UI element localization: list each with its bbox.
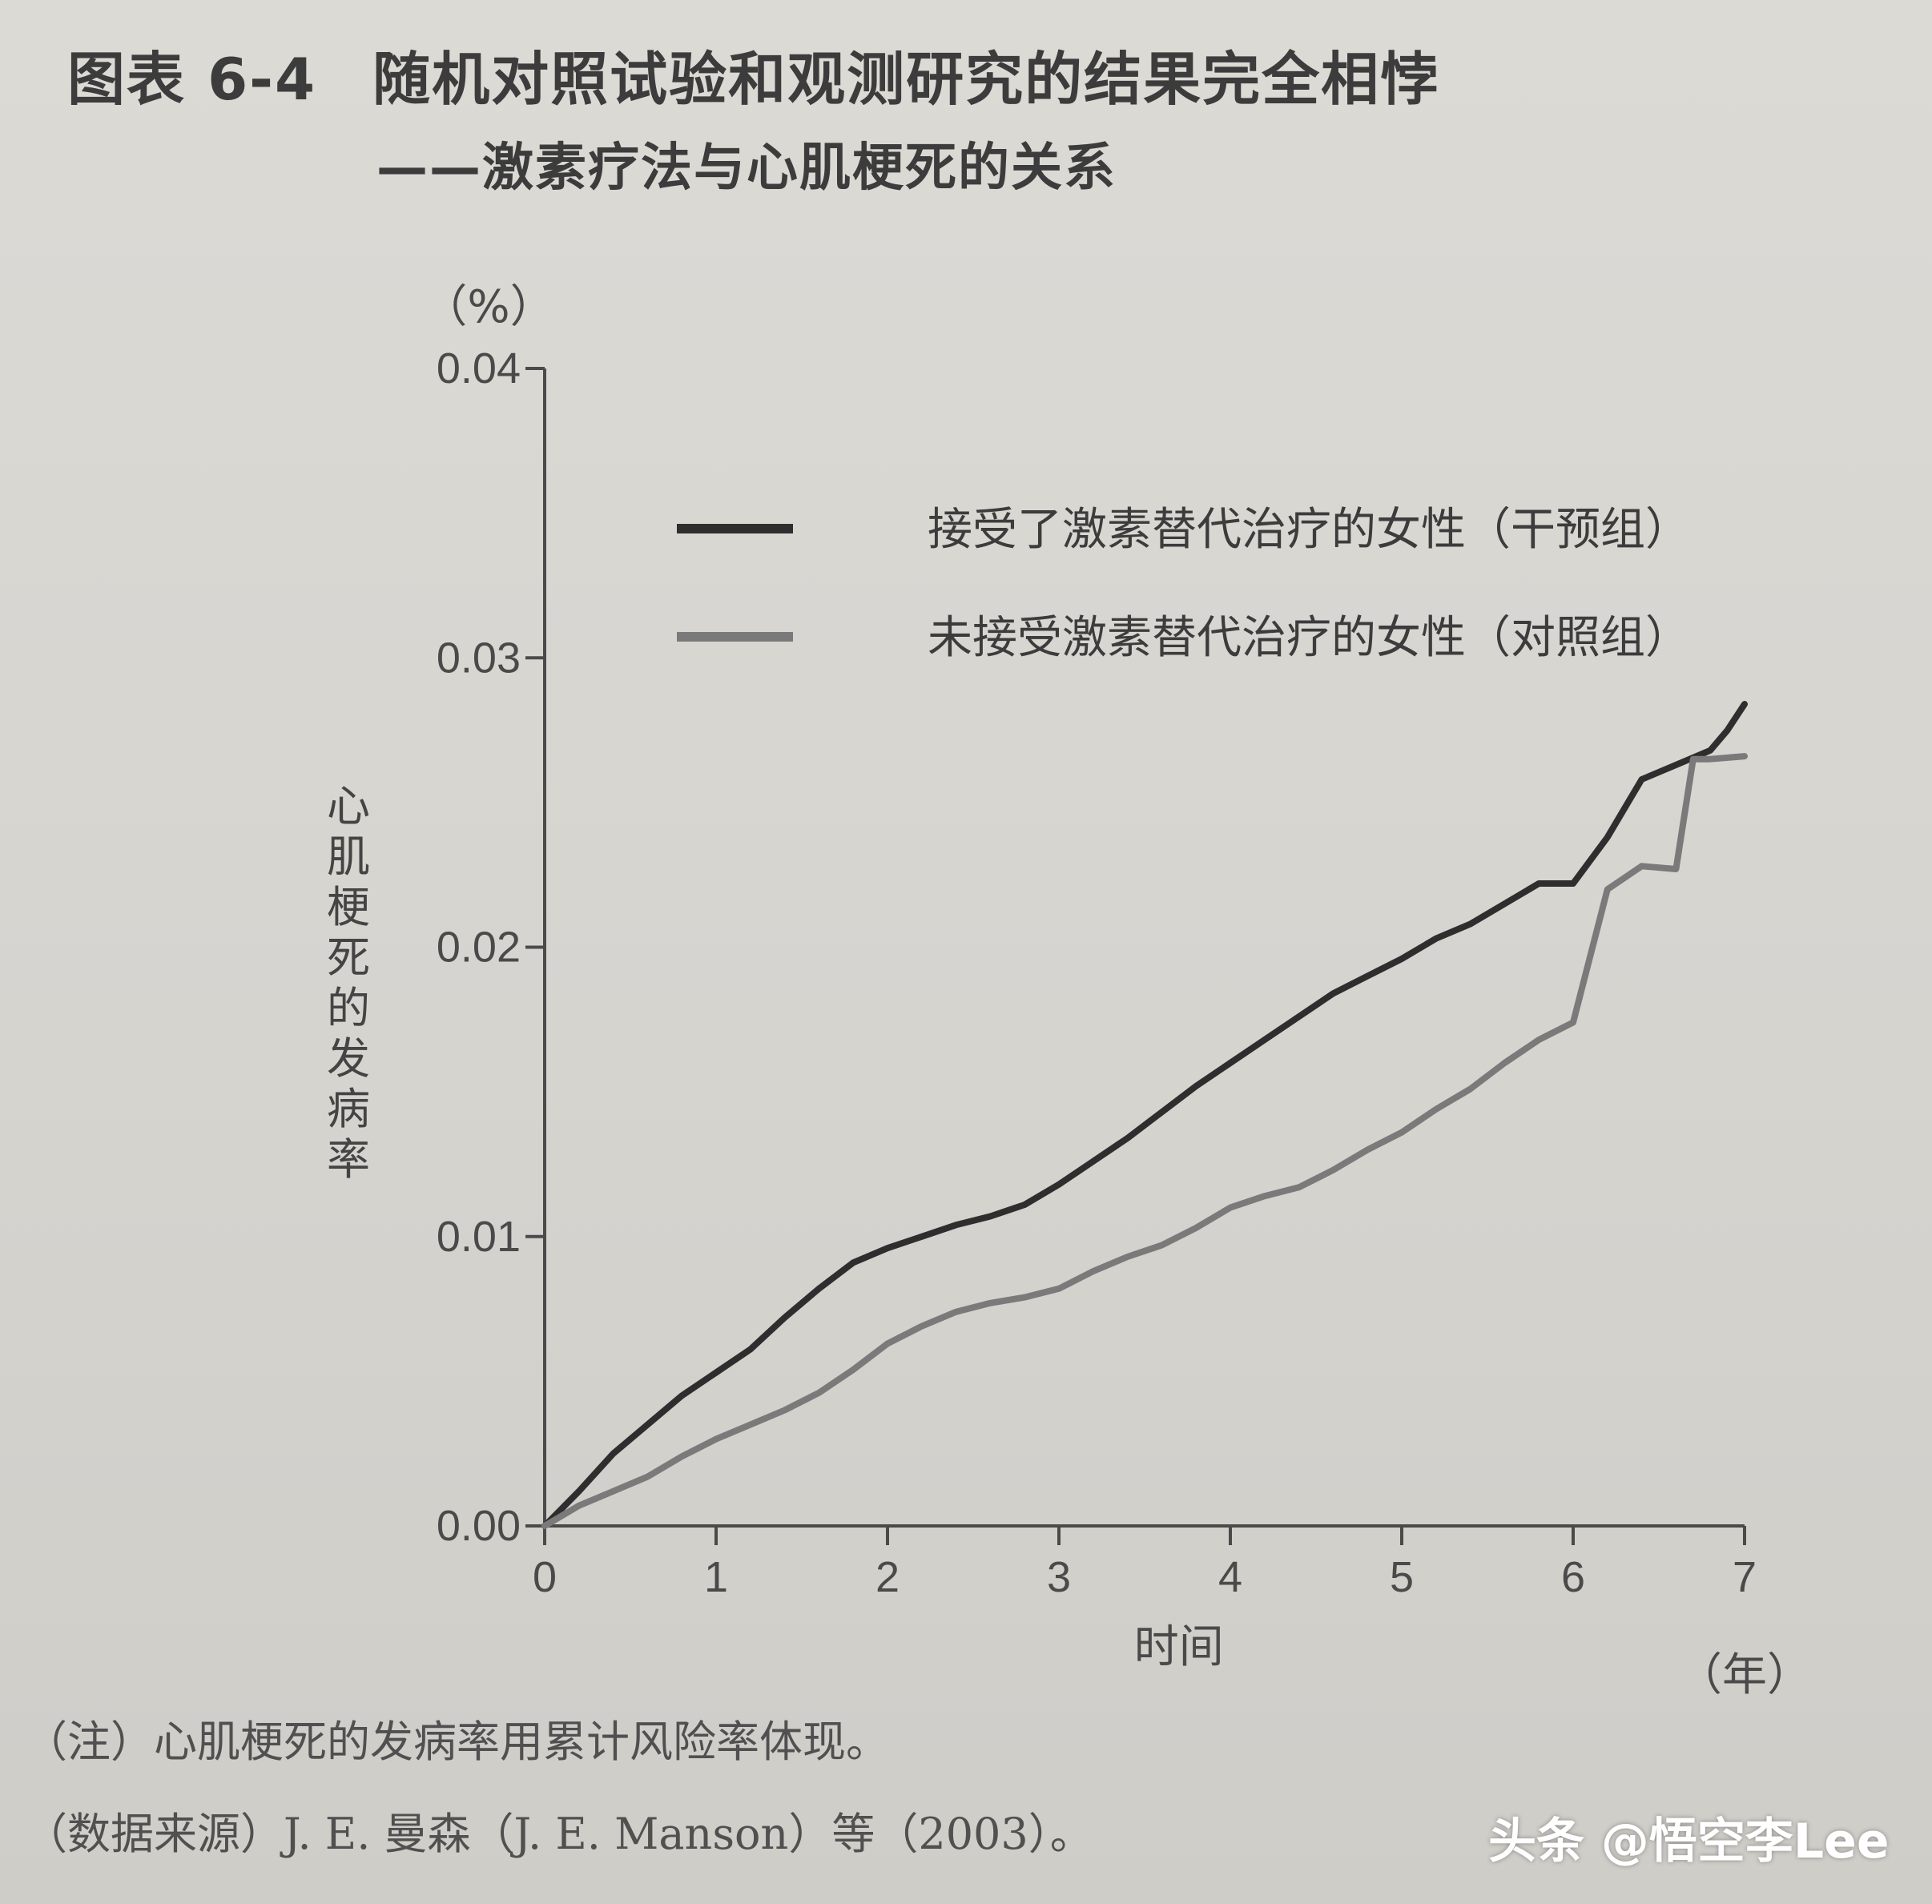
x-tick-label: 1 bbox=[704, 1553, 728, 1601]
x-tick-label: 7 bbox=[1733, 1553, 1757, 1601]
x-tick-label: 6 bbox=[1561, 1553, 1585, 1601]
y-tick-label: 0.01 bbox=[437, 1213, 521, 1261]
chart-series bbox=[541, 701, 1748, 1529]
chart-note: （注）心肌梗死的发病率用累计风险率体现。 bbox=[24, 1717, 889, 1767]
x-tick-label: 3 bbox=[1047, 1553, 1071, 1601]
data-source: （数据来源）J. E. 曼森（J. E. Manson）等（2003）。 bbox=[24, 1809, 1093, 1859]
legend-label-2: 未接受激素替代治疗的女性（对照组） bbox=[928, 612, 1690, 664]
y-tick-label: 0.00 bbox=[437, 1502, 521, 1550]
x-tick-label: 0 bbox=[533, 1553, 557, 1601]
x-unit-label: （年） bbox=[1677, 1649, 1812, 1698]
x-tick-label: 4 bbox=[1218, 1553, 1242, 1601]
chart: 0.00 0.01 0.02 0.03 0.04 （%） 0 1 2 3 4 5 6 7 时间 （年） 接受了… bbox=[422, 281, 1812, 1698]
series-line-2 bbox=[541, 753, 1748, 1529]
figure-subtitle: ——激素疗法与心肌梗死的关系 bbox=[376, 139, 1117, 198]
figure-title-text: 随机对照试验和观测研究的结果完全相悖 bbox=[372, 46, 1440, 113]
figure-title: 图表 6-4 随机对照试验和观测研究的结果完全相悖 bbox=[67, 32, 1439, 116]
y-axis-label: 心肌梗死的发病率 bbox=[327, 781, 370, 1185]
legend-label-1: 接受了激素替代治疗的女性（干预组） bbox=[928, 504, 1690, 556]
watermark: 头条 @悟空李Lee bbox=[1488, 1813, 1890, 1870]
x-tick-label: 5 bbox=[1390, 1553, 1414, 1601]
series-line-1 bbox=[541, 701, 1748, 1529]
figure-number: 图表 6-4 bbox=[67, 46, 317, 113]
y-tick-label: 0.04 bbox=[437, 344, 521, 392]
y-tick-label: 0.03 bbox=[437, 634, 521, 682]
x-tick-label: 2 bbox=[875, 1553, 900, 1601]
chart-legend: 接受了激素替代治疗的女性（干预组） 未接受激素替代治疗的女性（对照组） bbox=[677, 504, 1690, 664]
y-unit-label: （%） bbox=[422, 281, 554, 333]
x-axis-label: 时间 bbox=[1134, 1621, 1224, 1673]
chart-axes: 0.00 0.01 0.02 0.03 0.04 （%） 0 1 2 3 4 5 6 7 时间 （年） bbox=[422, 281, 1812, 1698]
y-tick-label: 0.02 bbox=[437, 924, 521, 972]
